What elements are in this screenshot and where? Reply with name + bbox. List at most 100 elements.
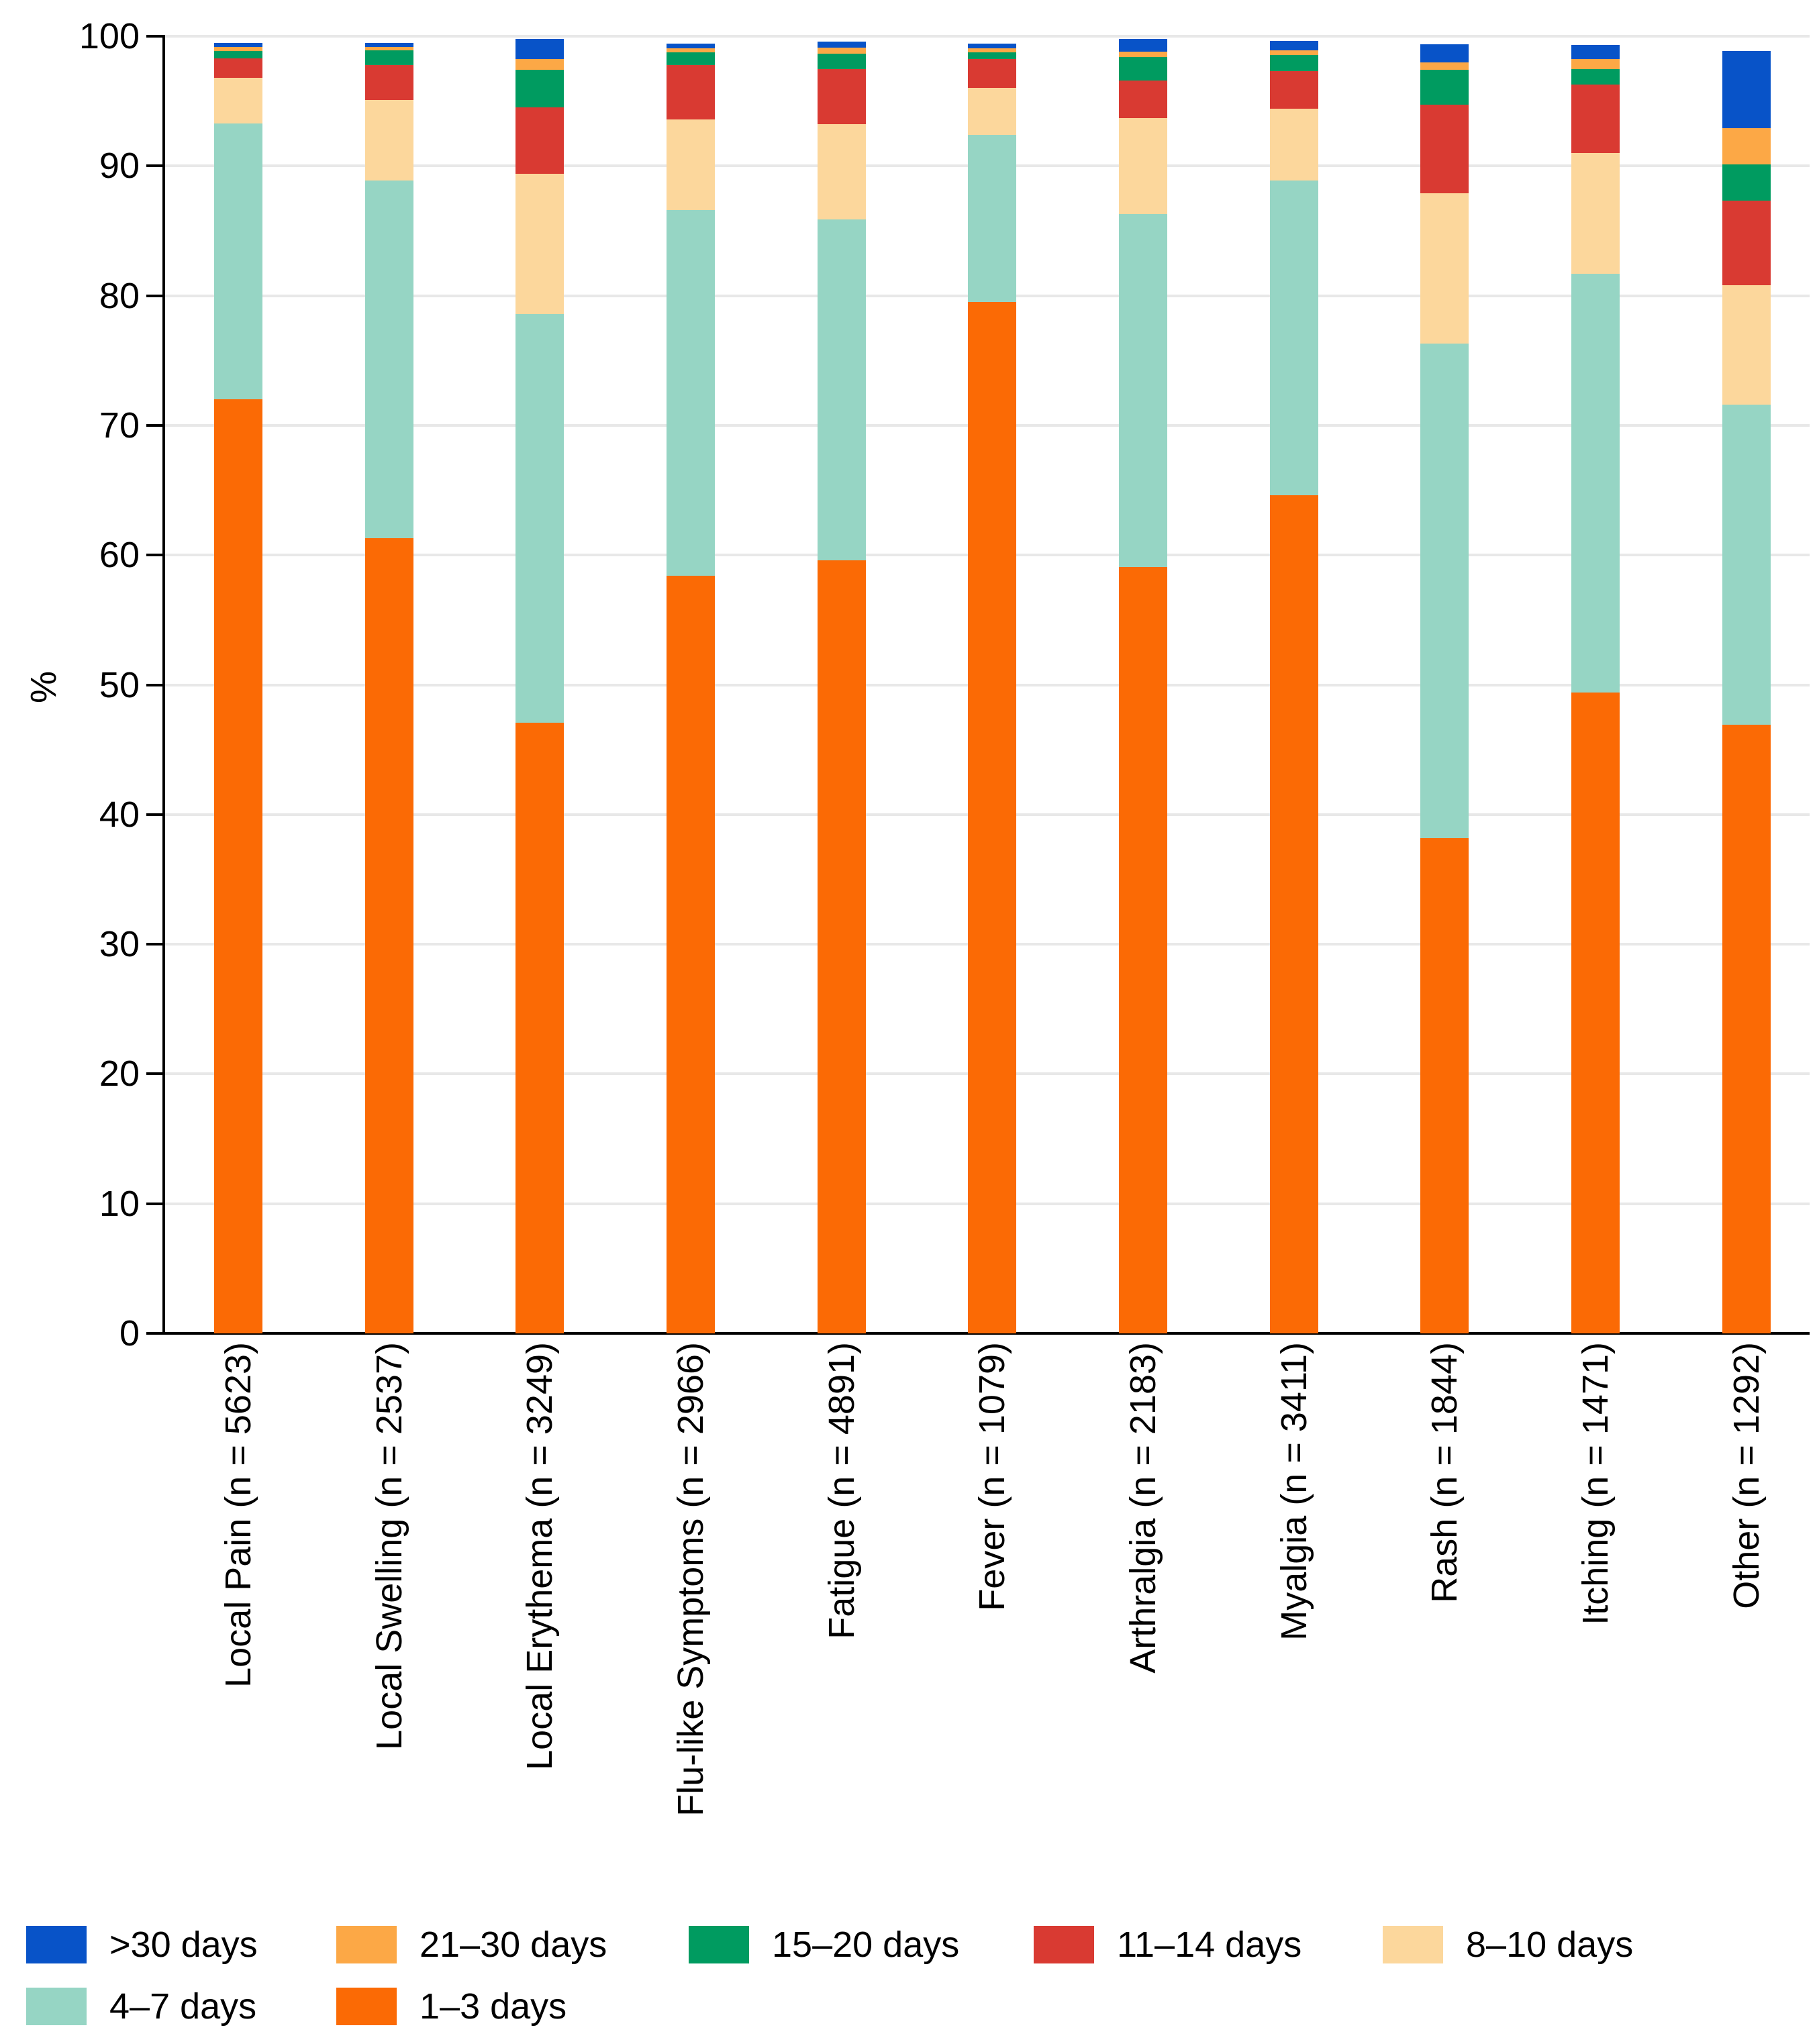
segment->30-days xyxy=(1270,40,1318,51)
segment-15-20-days xyxy=(214,51,262,58)
segment-1-3-days xyxy=(968,302,1016,1333)
segment-21-30-days xyxy=(214,47,262,52)
legend-swatch xyxy=(336,1988,397,2025)
y-tick-30 xyxy=(146,943,162,946)
segment-11-14-days xyxy=(1722,201,1771,286)
segment-21-30-days xyxy=(515,58,564,70)
segment->30-days xyxy=(667,43,715,49)
segment-21-30-days xyxy=(1571,58,1620,70)
y-axis-title: % xyxy=(23,671,64,704)
segment-15-20-days xyxy=(818,54,866,70)
legend-label: 8–10 days xyxy=(1466,1925,1634,1965)
segment-8-10-days xyxy=(1571,152,1620,274)
y-tick-label-80: 80 xyxy=(99,275,140,316)
segment->30-days xyxy=(968,44,1016,49)
segment-15-20-days xyxy=(1722,164,1771,201)
y-tick-label-30: 30 xyxy=(99,924,140,965)
segment-15-20-days xyxy=(365,50,413,65)
y-tick-label-10: 10 xyxy=(99,1183,140,1224)
segment-11-14-days xyxy=(1571,84,1620,153)
y-tick-label-0: 0 xyxy=(119,1313,140,1353)
segment-4-7-days xyxy=(365,180,413,539)
legend-swatch xyxy=(26,1926,87,1963)
x-label-1: Local Pain (n = 5623) xyxy=(218,1342,258,1688)
segment-21-30-days xyxy=(1420,62,1469,70)
segment-1-3-days xyxy=(1571,693,1620,1333)
segment-8-10-days xyxy=(214,77,262,123)
bar-5 xyxy=(818,42,866,1333)
segment-4-7-days xyxy=(667,210,715,576)
segment-15-20-days xyxy=(1420,70,1469,105)
y-tick-0 xyxy=(146,1332,162,1335)
segment-15-20-days xyxy=(515,70,564,108)
y-tick-10 xyxy=(146,1202,162,1205)
y-tick-label-70: 70 xyxy=(99,405,140,446)
x-label-11: Other (n = 1292) xyxy=(1726,1342,1767,1609)
segment->30-days xyxy=(1722,51,1771,129)
legend-swatch xyxy=(1383,1926,1443,1963)
legend-label: 21–30 days xyxy=(420,1925,607,1965)
segment->30-days xyxy=(1420,44,1469,62)
segment-15-20-days xyxy=(667,52,715,65)
y-tick-60 xyxy=(146,554,162,557)
segment->30-days xyxy=(1119,38,1167,52)
segment-21-30-days xyxy=(1722,128,1771,165)
legend-swatch xyxy=(336,1926,397,1963)
bar-7 xyxy=(1119,38,1167,1333)
x-label-4: Flu-like Symptoms (n = 2966) xyxy=(671,1342,711,1817)
segment-11-14-days xyxy=(515,107,564,174)
segment-21-30-days xyxy=(1119,52,1167,57)
segment-4-7-days xyxy=(214,123,262,400)
y-tick-100 xyxy=(146,35,162,38)
x-label-10: Itching (n = 1471) xyxy=(1575,1342,1616,1625)
x-label-8: Myalgia (n = 3411) xyxy=(1274,1342,1314,1641)
segment-4-7-days xyxy=(1722,404,1771,725)
segment-4-7-days xyxy=(1420,344,1469,838)
legend-label: 15–20 days xyxy=(772,1925,960,1965)
segment-15-20-days xyxy=(1270,55,1318,72)
bar-3 xyxy=(515,38,564,1333)
y-tick-label-50: 50 xyxy=(99,664,140,705)
segment-8-10-days xyxy=(667,119,715,211)
segment-11-14-days xyxy=(1420,105,1469,193)
bar-1 xyxy=(214,42,262,1333)
segment-11-14-days xyxy=(214,58,262,78)
segment-8-10-days xyxy=(818,124,866,219)
y-tick-90 xyxy=(146,164,162,168)
segment-4-7-days xyxy=(1571,273,1620,693)
y-tick-label-20: 20 xyxy=(99,1054,140,1094)
bar-11 xyxy=(1722,51,1771,1333)
segment->30-days xyxy=(818,42,866,48)
segment-15-20-days xyxy=(968,52,1016,59)
segment-1-3-days xyxy=(818,560,866,1333)
y-tick-70 xyxy=(146,423,162,427)
segment-21-30-days xyxy=(968,48,1016,53)
x-label-5: Fatigue (n = 4891) xyxy=(822,1342,862,1639)
segment->30-days xyxy=(515,38,564,59)
y-tick-label-40: 40 xyxy=(99,794,140,835)
legend-label: 11–14 days xyxy=(1117,1925,1302,1965)
x-label-3: Local Erythema (n = 3249) xyxy=(520,1342,560,1770)
segment->30-days xyxy=(365,42,413,48)
legend-label: 4–7 days xyxy=(109,1986,257,2027)
segment->30-days xyxy=(214,42,262,48)
segment-11-14-days xyxy=(667,64,715,119)
y-tick-50 xyxy=(146,683,162,686)
segment-15-20-days xyxy=(1119,56,1167,81)
segment-4-7-days xyxy=(515,313,564,723)
legend-label: 1–3 days xyxy=(420,1986,567,2027)
segment-4-7-days xyxy=(1270,180,1318,496)
segment-8-10-days xyxy=(515,173,564,314)
segment-11-14-days xyxy=(365,64,413,100)
bar-2 xyxy=(365,42,413,1333)
legend-swatch xyxy=(689,1926,749,1963)
bar-10 xyxy=(1571,44,1620,1333)
bar-9 xyxy=(1420,44,1469,1333)
segment-15-20-days xyxy=(1571,69,1620,85)
segment-1-3-days xyxy=(1119,566,1167,1333)
y-tick-40 xyxy=(146,813,162,816)
bar-6 xyxy=(968,44,1016,1333)
y-tick-80 xyxy=(146,294,162,297)
segment-1-3-days xyxy=(214,399,262,1333)
